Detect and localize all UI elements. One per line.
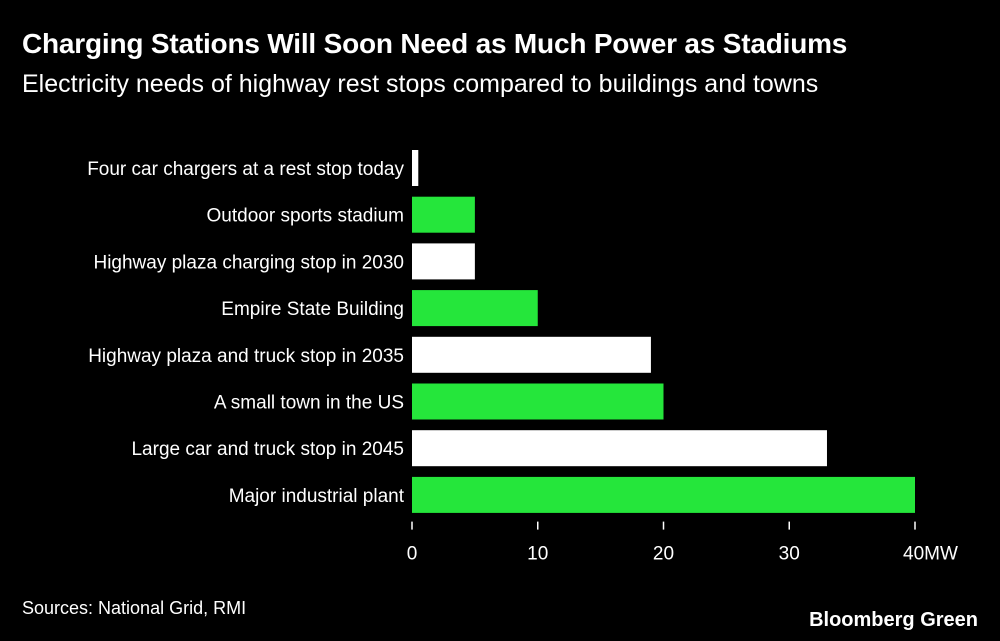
bar-3 bbox=[412, 243, 475, 280]
bar-4 bbox=[412, 290, 538, 327]
bar-8 bbox=[412, 476, 915, 513]
bar-7 bbox=[412, 430, 827, 467]
chart-subtitle: Electricity needs of highway rest stops … bbox=[22, 70, 819, 98]
category-label-7: Large car and truck stop in 2045 bbox=[131, 439, 404, 460]
category-label-4: Empire State Building bbox=[221, 299, 404, 320]
category-label-1: Four car chargers at a rest stop today bbox=[87, 159, 404, 180]
source-note: Sources: National Grid, RMI bbox=[22, 598, 247, 618]
brand-logo: Bloomberg Green bbox=[809, 609, 978, 631]
x-axis: 0 10 20 30 40MW bbox=[407, 521, 958, 565]
chart-title: Charging Stations Will Soon Need as Much… bbox=[22, 28, 848, 59]
bar-1 bbox=[412, 150, 419, 186]
category-label-3: Highway plaza charging stop in 2030 bbox=[93, 252, 404, 273]
category-label-2: Outdoor sports stadium bbox=[207, 206, 404, 227]
tick-label-10: 10 bbox=[527, 544, 548, 565]
bar-5 bbox=[412, 336, 651, 373]
category-label-6: A small town in the US bbox=[214, 393, 404, 414]
tick-label-20: 20 bbox=[653, 544, 674, 565]
category-label-8: Major industrial plant bbox=[229, 486, 405, 507]
bar-2 bbox=[412, 196, 475, 233]
tick-label-0: 0 bbox=[407, 544, 418, 565]
tick-label-40: 40MW bbox=[903, 544, 958, 565]
category-labels-layer: Four car chargers at a rest stop today Ou… bbox=[87, 159, 405, 507]
bar-6 bbox=[412, 383, 664, 420]
tick-label-30: 30 bbox=[779, 544, 800, 565]
category-label-5: Highway plaza and truck stop in 2035 bbox=[88, 346, 404, 367]
bars-layer bbox=[412, 150, 915, 513]
